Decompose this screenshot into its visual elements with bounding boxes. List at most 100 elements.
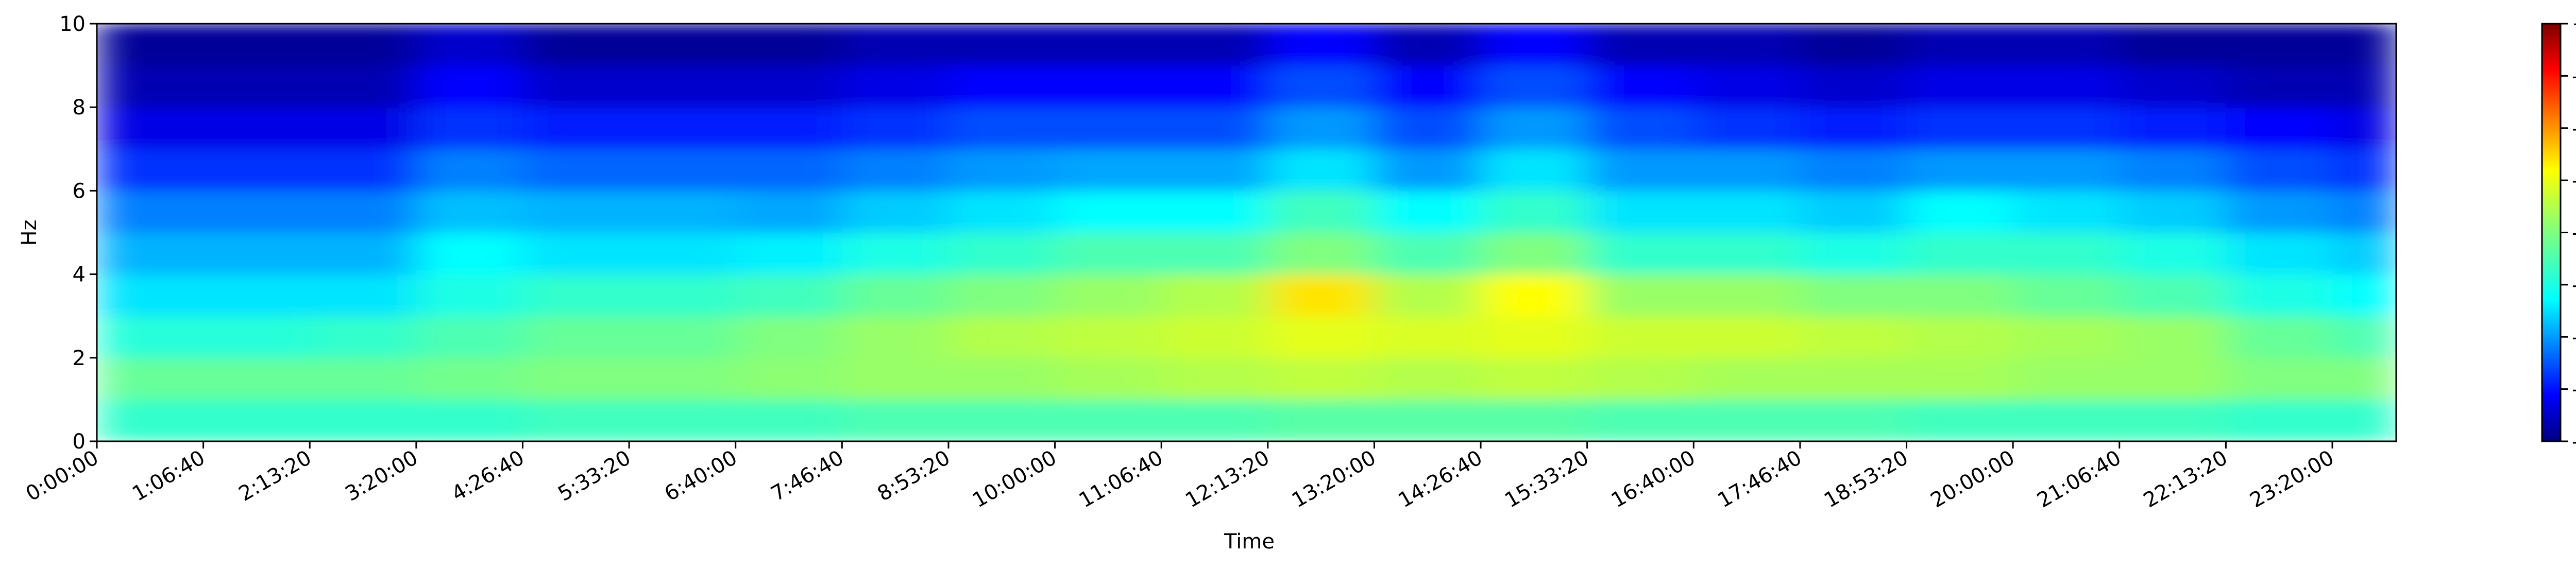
spectrogram-cell bbox=[1267, 357, 1375, 400]
spectrogram-cell bbox=[629, 65, 736, 108]
spectrogram-cell bbox=[203, 107, 310, 149]
spectrogram-cell bbox=[522, 274, 630, 317]
x-tick-label: 18:53:20 bbox=[1820, 446, 1912, 513]
spectrogram-cell bbox=[2226, 191, 2333, 233]
spectrogram-cell bbox=[1055, 191, 1162, 233]
spectrogram-cell bbox=[1055, 149, 1162, 191]
spectrogram-cell bbox=[522, 24, 630, 66]
spectrogram-cell bbox=[1161, 399, 1268, 441]
spectrogram-cell bbox=[948, 65, 1056, 108]
spectrogram-cell bbox=[522, 191, 630, 233]
spectrogram-cell bbox=[203, 399, 310, 441]
spectrogram-cell bbox=[1693, 232, 1801, 275]
spectrogram-cell bbox=[97, 24, 204, 66]
spectrogram-cell bbox=[2119, 357, 2226, 400]
spectrogram-cell bbox=[203, 232, 310, 275]
spectrogram-cell bbox=[735, 191, 842, 233]
spectrogram-cell bbox=[1161, 357, 1268, 400]
spectrogram-cell bbox=[1693, 274, 1801, 317]
spectrogram-cell bbox=[2119, 107, 2226, 149]
spectrogram-cell bbox=[842, 24, 949, 66]
spectrogram-cell bbox=[1587, 316, 1694, 358]
spectrogram-cell bbox=[948, 399, 1056, 441]
spectrogram-cell bbox=[1693, 24, 1801, 66]
spectrogram-cell bbox=[203, 65, 310, 108]
spectrogram-cell bbox=[1267, 65, 1375, 108]
spectrogram-cell bbox=[842, 357, 949, 400]
colorbar-tick-label: +0 dB bbox=[2572, 12, 2576, 36]
spectrogram-cell bbox=[2332, 149, 2396, 191]
spectrogram-cell bbox=[735, 107, 842, 149]
x-tick-label: 22:13:20 bbox=[2140, 446, 2232, 513]
y-tick-label: 2 bbox=[73, 347, 86, 370]
spectrogram-cell bbox=[522, 65, 630, 108]
colorbar-tick-label: -70 dB bbox=[2572, 378, 2576, 402]
spectrogram-cell bbox=[203, 316, 310, 358]
spectrogram-cell bbox=[948, 191, 1056, 233]
spectrogram-cell bbox=[1055, 24, 1162, 66]
spectrogram-cell bbox=[97, 357, 204, 400]
spectrogram-cell bbox=[1906, 191, 2013, 233]
spectrogram-cell bbox=[2226, 65, 2333, 108]
x-tick-label: 3:20:00 bbox=[341, 446, 422, 506]
spectrogram-cell bbox=[1161, 107, 1268, 149]
spectrogram-cell bbox=[1267, 232, 1375, 275]
spectrogram-cell bbox=[2013, 24, 2120, 66]
spectrogram-cell bbox=[1906, 107, 2013, 149]
colorbar-tick-label: -50 dB bbox=[2572, 273, 2576, 297]
x-tick-label: 17:46:40 bbox=[1714, 446, 1806, 513]
spectrogram-cell bbox=[735, 274, 842, 317]
spectrogram-cell bbox=[1587, 149, 1694, 191]
spectrogram-cell bbox=[1267, 107, 1375, 149]
colorbar-tick-label: -30 dB bbox=[2572, 169, 2576, 193]
spectrogram-cell bbox=[2332, 316, 2396, 358]
x-tick-label: 13:20:00 bbox=[1288, 446, 1380, 513]
spectrogram-cell bbox=[1374, 65, 1481, 108]
spectrogram-cell bbox=[629, 107, 736, 149]
spectrogram-cell bbox=[1481, 232, 1588, 275]
x-tick-label: 12:13:20 bbox=[1181, 446, 1274, 513]
spectrogram-cell bbox=[1693, 65, 1801, 108]
spectrogram-cell bbox=[1267, 24, 1375, 66]
spectrogram-cell bbox=[1800, 232, 1907, 275]
spectrogram-cell bbox=[629, 399, 736, 441]
spectrogram-cell bbox=[97, 65, 204, 108]
spectrogram-cell bbox=[1587, 399, 1694, 441]
spectrogram-cell bbox=[97, 232, 204, 275]
spectrogram-cell bbox=[735, 24, 842, 66]
spectrogram-cell bbox=[2013, 274, 2120, 317]
spectrogram-cell bbox=[1800, 357, 1907, 400]
spectrogram-cell bbox=[1693, 316, 1801, 358]
spectrogram-cell bbox=[1481, 316, 1588, 358]
spectrogram-cell bbox=[1055, 357, 1162, 400]
spectrogram-cell bbox=[522, 107, 630, 149]
spectrogram-cell bbox=[1587, 274, 1694, 317]
spectrogram-cell bbox=[1800, 191, 1907, 233]
x-tick-label: 5:33:20 bbox=[554, 446, 635, 506]
spectrogram-cell bbox=[1800, 274, 1907, 317]
spectrogram-cell bbox=[1481, 24, 1588, 66]
spectrogram-cell bbox=[2226, 399, 2333, 441]
spectrogram-cell bbox=[629, 149, 736, 191]
spectrogram-cell bbox=[735, 399, 842, 441]
spectrogram-cell bbox=[97, 399, 204, 441]
spectrogram-cell bbox=[1161, 65, 1268, 108]
spectrogram-cell bbox=[2119, 24, 2226, 66]
spectrogram-cell bbox=[1374, 232, 1481, 275]
spectrogram-cell bbox=[948, 274, 1056, 317]
spectrogram-cell bbox=[1906, 232, 2013, 275]
spectrogram-cell bbox=[1587, 191, 1694, 233]
spectrogram-cell bbox=[1800, 107, 1907, 149]
spectrogram-cell bbox=[842, 149, 949, 191]
spectrogram-cell bbox=[2226, 274, 2333, 317]
spectrogram-cell bbox=[1481, 357, 1588, 400]
spectrogram-cell bbox=[97, 107, 204, 149]
spectrogram-cell bbox=[1267, 149, 1375, 191]
colorbar-tick-label: -40 dB bbox=[2572, 221, 2576, 245]
spectrogram-cell bbox=[2332, 107, 2396, 149]
spectrogram-cell bbox=[2226, 107, 2333, 149]
spectrogram-cell bbox=[629, 316, 736, 358]
spectrogram-cell bbox=[629, 24, 736, 66]
spectrogram-cell bbox=[2013, 65, 2120, 108]
cells bbox=[97, 24, 2396, 441]
